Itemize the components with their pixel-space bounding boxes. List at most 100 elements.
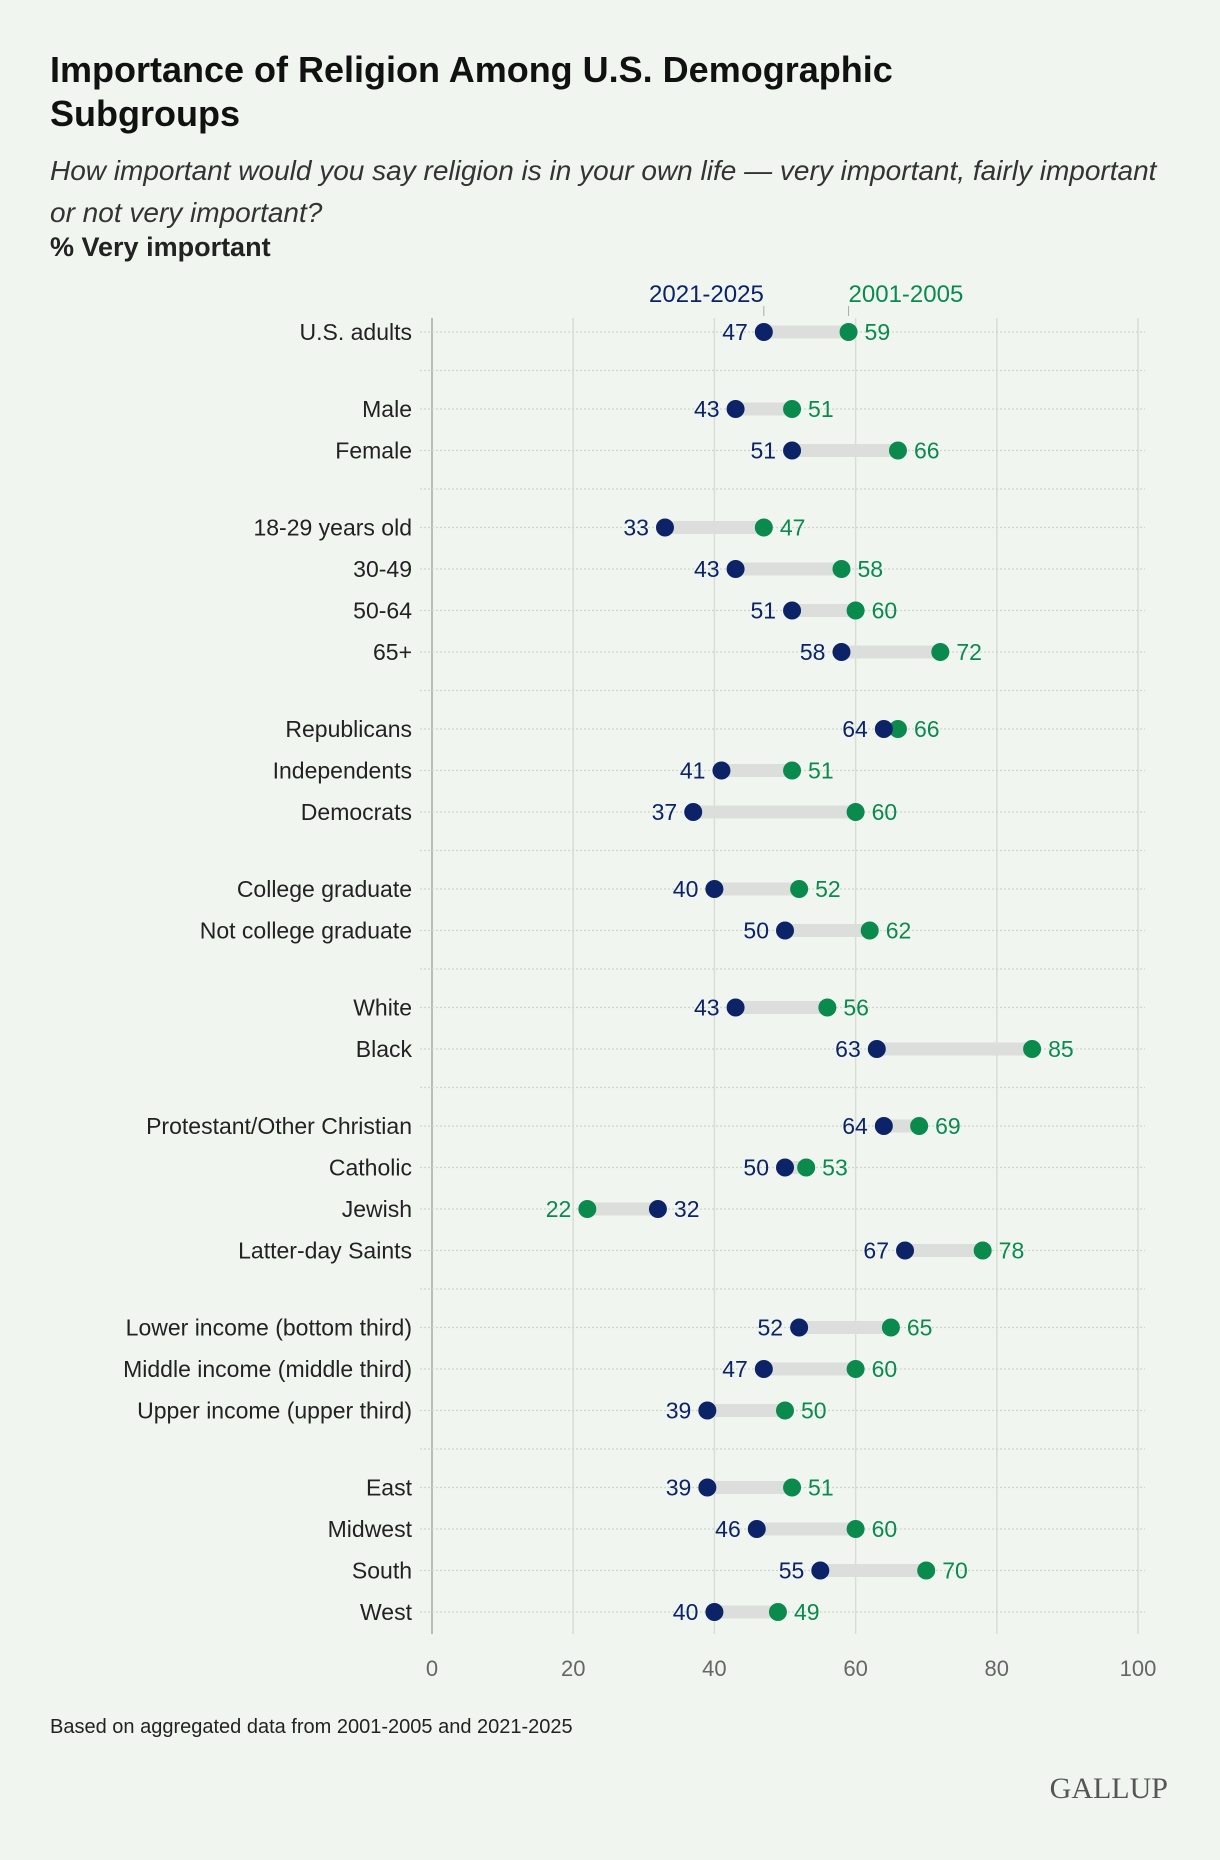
row-label: 50-64 xyxy=(353,598,412,624)
dot-2021-2025 xyxy=(754,1360,773,1378)
value-label-2021-2025: 39 xyxy=(666,1475,692,1501)
value-label-2001-2005: 65 xyxy=(907,1315,933,1341)
row-label: Democrats xyxy=(301,799,412,825)
value-label-2021-2025: 32 xyxy=(674,1196,700,1222)
dot-2021-2025 xyxy=(648,1200,667,1218)
dot-2001-2005 xyxy=(846,803,865,821)
dot-2021-2025 xyxy=(874,1117,893,1135)
dot-2021-2025 xyxy=(776,921,794,940)
value-label-2001-2005: 60 xyxy=(872,598,898,624)
row-label: Male xyxy=(362,396,412,422)
dot-2001-2005 xyxy=(783,761,802,780)
dot-2021-2025 xyxy=(726,560,745,578)
value-label-2001-2005: 51 xyxy=(808,396,834,422)
dot-2001-2005 xyxy=(754,518,773,537)
x-tick-label: 60 xyxy=(843,1656,867,1681)
value-label-2001-2005: 66 xyxy=(914,716,940,742)
value-label-2001-2005: 56 xyxy=(843,995,869,1021)
value-label-2001-2005: 60 xyxy=(872,799,898,825)
dot-2021-2025 xyxy=(783,441,802,460)
value-label-2001-2005: 22 xyxy=(546,1196,572,1222)
dot-2001-2005 xyxy=(888,441,907,460)
value-label-2001-2005: 51 xyxy=(808,758,834,784)
dot-2021-2025 xyxy=(684,803,703,821)
chart-title: Importance of Religion Among U.S. Demogr… xyxy=(50,49,893,134)
value-label-2021-2025: 67 xyxy=(863,1238,889,1264)
value-label-2001-2005: 66 xyxy=(914,438,940,464)
value-label-2021-2025: 46 xyxy=(715,1516,741,1542)
dot-2001-2005 xyxy=(1023,1040,1042,1058)
value-label-2021-2025: 51 xyxy=(750,438,776,464)
dot-2021-2025 xyxy=(832,643,851,661)
value-label-2021-2025: 43 xyxy=(694,556,720,582)
dot-2001-2005 xyxy=(881,1318,900,1337)
dot-2001-2005 xyxy=(783,400,802,418)
value-label-2021-2025: 39 xyxy=(666,1398,692,1424)
value-label-2001-2005: 49 xyxy=(794,1599,820,1625)
dot-2021-2025 xyxy=(655,518,674,537)
value-label-2001-2005: 52 xyxy=(815,876,841,902)
row-label: U.S. adults xyxy=(300,319,413,345)
value-label-2001-2005: 72 xyxy=(956,639,982,665)
row-label: 18-29 years old xyxy=(253,515,412,541)
value-label-2021-2025: 33 xyxy=(623,515,649,541)
row-label: 30-49 xyxy=(353,556,412,582)
row-label: West xyxy=(360,1599,413,1625)
dot-2001-2005 xyxy=(790,880,809,898)
value-label-2021-2025: 47 xyxy=(722,1356,748,1382)
value-label-2021-2025: 47 xyxy=(722,319,748,345)
value-label-2001-2005: 53 xyxy=(822,1155,848,1181)
value-label-2001-2005: 70 xyxy=(942,1558,968,1584)
value-label-2021-2025: 40 xyxy=(673,1599,699,1625)
value-label-2001-2005: 47 xyxy=(780,515,806,541)
dot-2001-2005 xyxy=(917,1561,936,1580)
row-label: East xyxy=(366,1475,413,1501)
legend-2021-2025: 2021-2025 xyxy=(649,281,764,308)
value-label-2001-2005: 50 xyxy=(801,1398,827,1424)
value-label-2001-2005: 51 xyxy=(808,1475,834,1501)
value-label-2001-2005: 60 xyxy=(872,1516,898,1542)
dot-2001-2005 xyxy=(578,1200,597,1218)
dot-2021-2025 xyxy=(754,323,773,341)
dot-2001-2005 xyxy=(910,1117,929,1135)
dot-2001-2005 xyxy=(818,998,837,1017)
value-label-2021-2025: 40 xyxy=(673,876,699,902)
x-tick-label: 20 xyxy=(561,1656,585,1681)
value-label-2001-2005: 85 xyxy=(1048,1036,1074,1062)
row-label: Upper income (upper third) xyxy=(137,1398,412,1424)
dot-2021-2025 xyxy=(811,1561,830,1580)
value-label-2021-2025: 58 xyxy=(800,639,826,665)
dot-2021-2025 xyxy=(896,1241,915,1260)
dot-2021-2025 xyxy=(747,1520,766,1538)
x-tick-label: 0 xyxy=(426,1656,438,1681)
legend-2001-2005: 2001-2005 xyxy=(849,281,964,308)
row-label: Jewish xyxy=(342,1196,412,1222)
value-label-2021-2025: 41 xyxy=(680,758,706,784)
dot-2001-2005 xyxy=(931,643,950,661)
value-label-2021-2025: 43 xyxy=(694,396,720,422)
row-label: Middle income (middle third) xyxy=(123,1356,412,1382)
row-label: College graduate xyxy=(237,876,412,902)
dot-2021-2025 xyxy=(726,998,745,1017)
gallup-logo: GALLUP xyxy=(1049,1772,1168,1805)
dot-2021-2025 xyxy=(698,1478,717,1497)
row-label: 65+ xyxy=(373,639,412,665)
row-label: Lower income (bottom third) xyxy=(126,1315,412,1341)
x-tick-label: 100 xyxy=(1120,1656,1157,1681)
dot-2001-2005 xyxy=(846,1520,865,1538)
dot-2021-2025 xyxy=(790,1318,809,1337)
dot-2001-2005 xyxy=(832,560,851,578)
row-label: Midwest xyxy=(328,1516,413,1542)
dot-2001-2005 xyxy=(797,1158,816,1177)
dot-2001-2005 xyxy=(860,921,879,940)
value-label-2021-2025: 64 xyxy=(842,716,868,742)
dot-2001-2005 xyxy=(846,601,865,620)
unit-label: % Very important xyxy=(50,232,271,262)
value-label-2021-2025: 43 xyxy=(694,995,720,1021)
dot-2001-2005 xyxy=(768,1603,787,1621)
value-label-2021-2025: 52 xyxy=(758,1315,784,1341)
dot-2021-2025 xyxy=(867,1040,886,1058)
footnote: Based on aggregated data from 2001-2005 … xyxy=(50,1716,573,1738)
x-tick-label: 80 xyxy=(985,1656,1009,1681)
